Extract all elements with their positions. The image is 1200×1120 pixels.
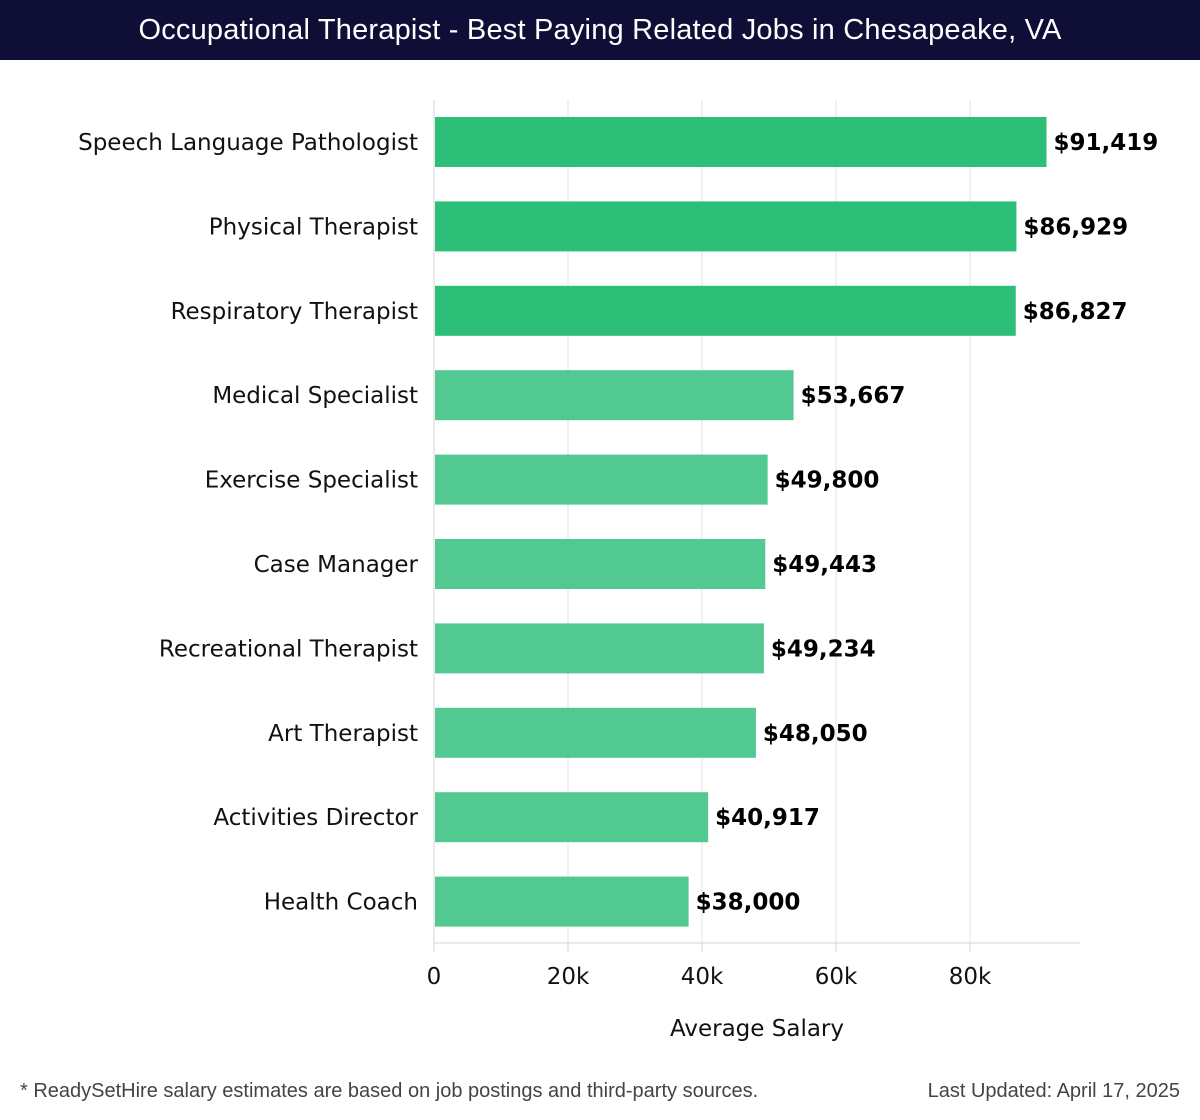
value-label: $38,000 — [696, 890, 801, 916]
x-tick-label: 80k — [949, 964, 992, 990]
x-tick-label: 60k — [815, 964, 858, 990]
category-label: Physical Therapist — [209, 214, 418, 240]
bar — [435, 539, 766, 589]
value-label: $86,929 — [1023, 214, 1128, 240]
value-label: $91,419 — [1054, 130, 1159, 156]
category-label: Medical Specialist — [212, 383, 418, 409]
value-label: $40,917 — [715, 805, 820, 831]
value-label: $48,050 — [763, 721, 868, 747]
x-tick-label: 40k — [681, 964, 724, 990]
bar — [435, 370, 794, 421]
value-label: $49,443 — [772, 552, 877, 578]
bar — [435, 623, 764, 674]
bar — [435, 117, 1047, 167]
bar — [435, 707, 756, 758]
value-label: $49,234 — [771, 636, 876, 662]
category-label: Activities Director — [213, 805, 418, 831]
bar — [435, 454, 768, 505]
category-label: Health Coach — [264, 890, 418, 916]
category-label: Respiratory Therapist — [171, 299, 418, 325]
bar — [435, 876, 689, 927]
chart-title: Occupational Therapist - Best Paying Rel… — [138, 13, 1062, 46]
category-label: Speech Language Pathologist — [78, 130, 418, 156]
value-label: $86,827 — [1023, 299, 1128, 325]
x-tick-label: 0 — [427, 964, 442, 990]
footer-note: * ReadySetHire salary estimates are base… — [20, 1080, 759, 1102]
value-label: $53,667 — [801, 383, 906, 409]
category-label: Exercise Specialist — [205, 468, 418, 494]
last-updated: Last Updated: April 17, 2025 — [927, 1080, 1180, 1102]
bar-chart: Speech Language Pathologist $91,419 Physic… — [78, 100, 1159, 1042]
category-label: Recreational Therapist — [159, 636, 418, 662]
bar — [435, 792, 709, 843]
x-axis-title: Average Salary — [670, 1016, 844, 1042]
bar — [435, 201, 1017, 252]
title-bar: Occupational Therapist - Best Paying Rel… — [0, 0, 1200, 60]
value-label: $49,800 — [775, 468, 880, 494]
bar — [435, 285, 1016, 336]
category-label: Art Therapist — [268, 721, 418, 747]
category-label: Case Manager — [254, 552, 419, 578]
x-tick-label: 20k — [547, 964, 590, 990]
